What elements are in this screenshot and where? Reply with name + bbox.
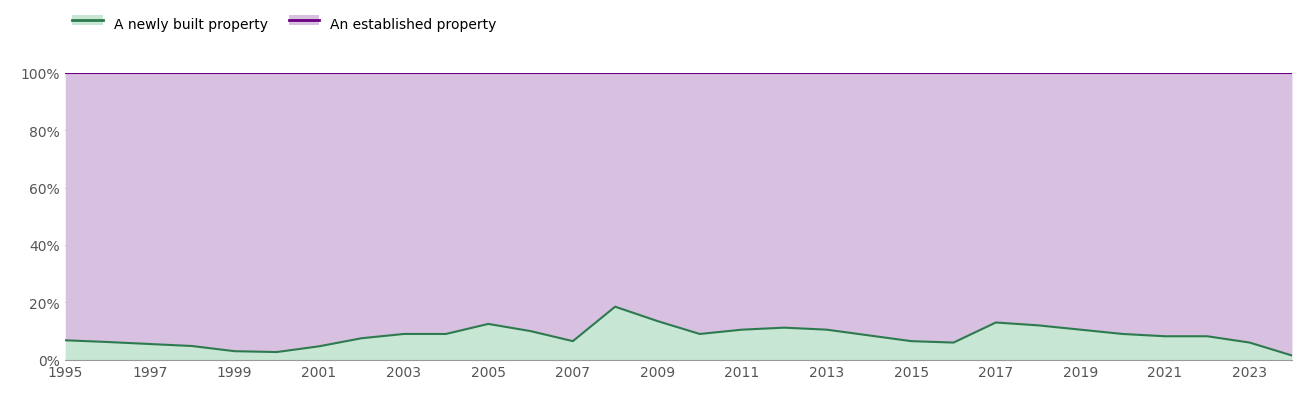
Legend: A newly built property, An established property: A newly built property, An established p… — [72, 18, 497, 31]
